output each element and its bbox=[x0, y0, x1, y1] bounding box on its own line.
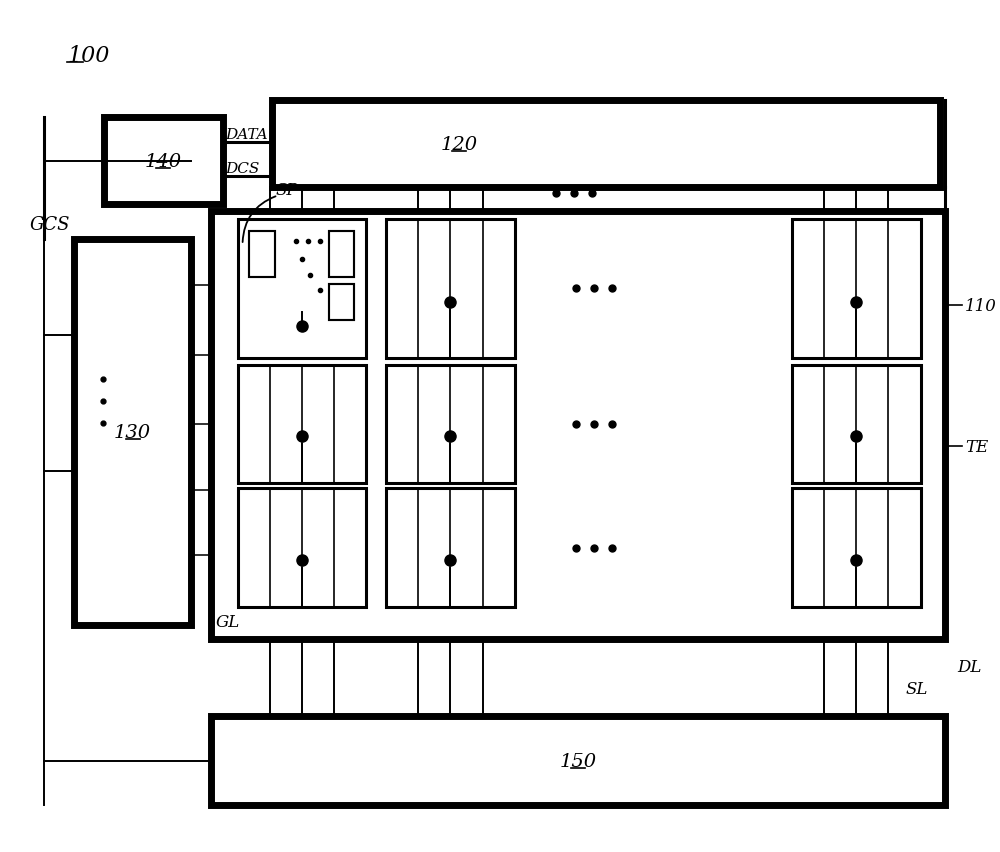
Text: 100: 100 bbox=[67, 45, 110, 66]
Text: 140: 140 bbox=[145, 153, 182, 170]
Text: DATA: DATA bbox=[226, 128, 268, 141]
Bar bbox=[74, 239, 191, 625]
Text: GCS: GCS bbox=[30, 216, 70, 233]
Text: 150: 150 bbox=[560, 751, 597, 769]
Bar bbox=[792, 489, 921, 607]
Text: 130: 130 bbox=[114, 423, 151, 441]
Bar bbox=[104, 118, 223, 205]
Bar bbox=[238, 220, 366, 359]
Text: SL: SL bbox=[906, 680, 928, 697]
Bar bbox=[386, 489, 515, 607]
Text: 120: 120 bbox=[441, 135, 478, 153]
Text: SP: SP bbox=[275, 181, 298, 199]
Text: 110: 110 bbox=[965, 297, 997, 314]
Bar bbox=[792, 366, 921, 484]
Bar bbox=[329, 285, 354, 320]
Bar bbox=[249, 232, 275, 277]
Bar bbox=[238, 489, 366, 607]
Bar bbox=[211, 212, 945, 639]
Bar bbox=[329, 232, 354, 277]
Text: TE: TE bbox=[965, 439, 988, 455]
Bar bbox=[792, 220, 921, 359]
Bar bbox=[238, 366, 366, 484]
Bar bbox=[386, 220, 515, 359]
Text: GL: GL bbox=[216, 613, 240, 630]
Bar bbox=[211, 717, 945, 805]
Text: DCS: DCS bbox=[226, 162, 260, 176]
Bar bbox=[272, 101, 940, 188]
Text: DL: DL bbox=[957, 659, 982, 676]
Bar bbox=[386, 366, 515, 484]
